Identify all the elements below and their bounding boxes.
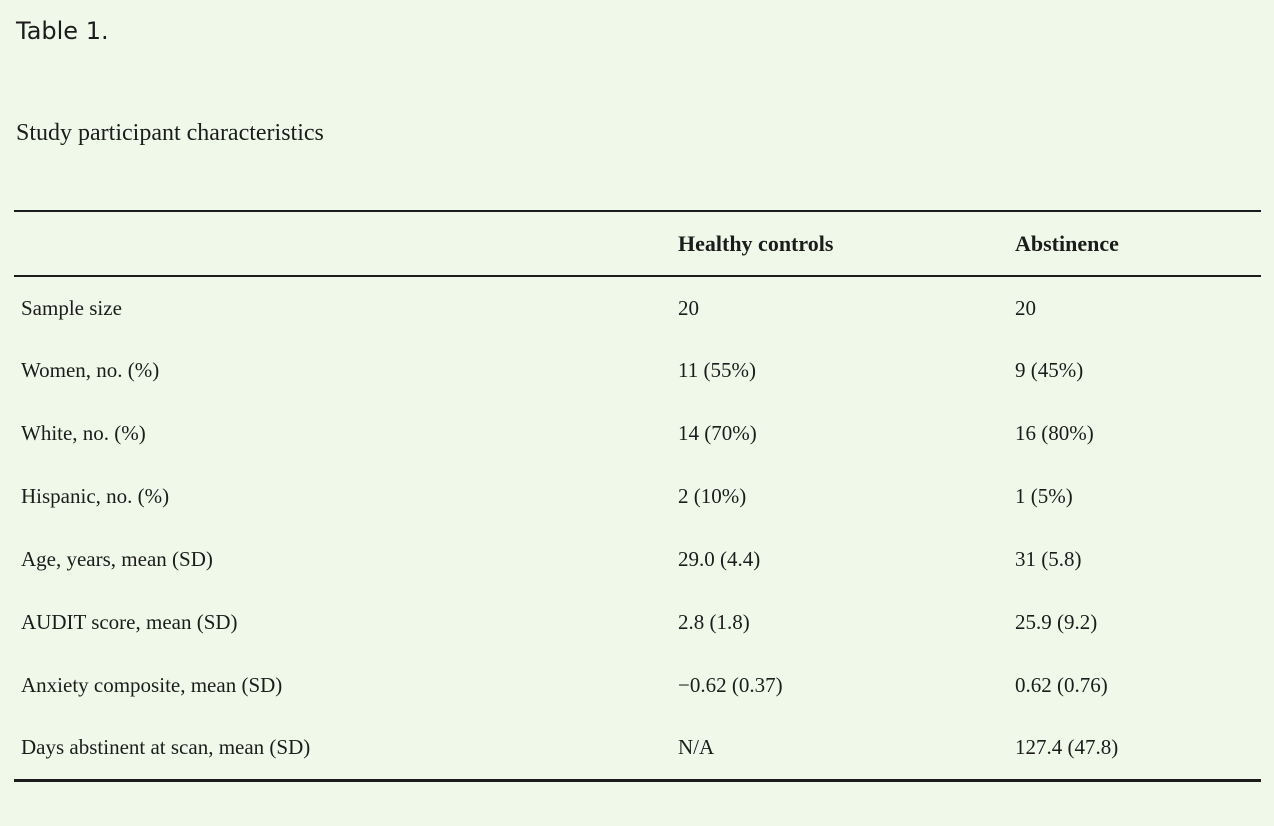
cell-abstinence: 0.62 (0.76): [1015, 673, 1108, 697]
cell-abstinence: 16 (80%): [1015, 421, 1094, 445]
table-row: Sample size 20 20: [14, 276, 1261, 339]
table-row: White, no. (%) 14 (70%) 16 (80%): [14, 402, 1261, 465]
cell-healthy-controls: 14 (70%): [678, 421, 757, 445]
row-label: Days abstinent at scan, mean (SD): [21, 735, 311, 760]
header-row: Healthy controls Abstinence: [14, 211, 1261, 276]
column-header-abstinence: Abstinence: [1015, 230, 1119, 256]
table-row: Hispanic, no. (%) 2 (10%) 1 (5%): [14, 465, 1261, 528]
row-label: White, no. (%): [21, 421, 146, 445]
table-row: Age, years, mean (SD) 29.0 (4.4) 31 (5.8…: [14, 528, 1261, 591]
table-header: Healthy controls Abstinence: [14, 211, 1261, 276]
table-row: AUDIT score, mean (SD) 2.8 (1.8) 25.9 (9…: [14, 591, 1261, 654]
cell-abstinence: 31 (5.8): [1015, 547, 1082, 571]
cell-abstinence: 1 (5%): [1015, 484, 1073, 508]
cell-healthy-controls: 2 (10%): [678, 484, 747, 508]
column-header-healthy-controls: Healthy controls: [678, 230, 834, 256]
cell-healthy-controls: −0.62 (0.37): [678, 673, 783, 697]
cell-healthy-controls: N/A: [678, 735, 715, 760]
table-row: Anxiety composite, mean (SD) −0.62 (0.37…: [14, 654, 1261, 717]
row-label: Hispanic, no. (%): [21, 484, 170, 508]
table-row: Women, no. (%) 11 (55%) 9 (45%): [14, 339, 1261, 402]
cell-healthy-controls: 20: [678, 295, 699, 320]
cell-healthy-controls: 29.0 (4.4): [678, 547, 761, 571]
row-label: Anxiety composite, mean (SD): [21, 673, 283, 697]
row-label: Age, years, mean (SD): [21, 547, 213, 571]
table-body: Sample size 20 20 Women, no. (%) 11 (55%…: [14, 276, 1261, 780]
table-caption: Study participant characteristics: [16, 120, 324, 146]
row-label: AUDIT score, mean (SD): [21, 610, 238, 634]
cell-abstinence: 25.9 (9.2): [1015, 610, 1098, 634]
row-label: Sample size: [21, 295, 122, 320]
table-row: Days abstinent at scan, mean (SD) N/A 12…: [14, 717, 1261, 780]
row-label: Women, no. (%): [21, 358, 160, 382]
table-number-label: Table 1.: [16, 17, 109, 45]
participant-characteristics-table: Healthy controls Abstinence Sample size …: [14, 210, 1261, 782]
cell-healthy-controls: 11 (55%): [678, 358, 756, 382]
cell-abstinence: 20: [1015, 295, 1036, 320]
cell-abstinence: 127.4 (47.8): [1015, 735, 1119, 760]
cell-abstinence: 9 (45%): [1015, 358, 1084, 382]
column-header-empty: [14, 211, 676, 276]
cell-healthy-controls: 2.8 (1.8): [678, 610, 750, 634]
